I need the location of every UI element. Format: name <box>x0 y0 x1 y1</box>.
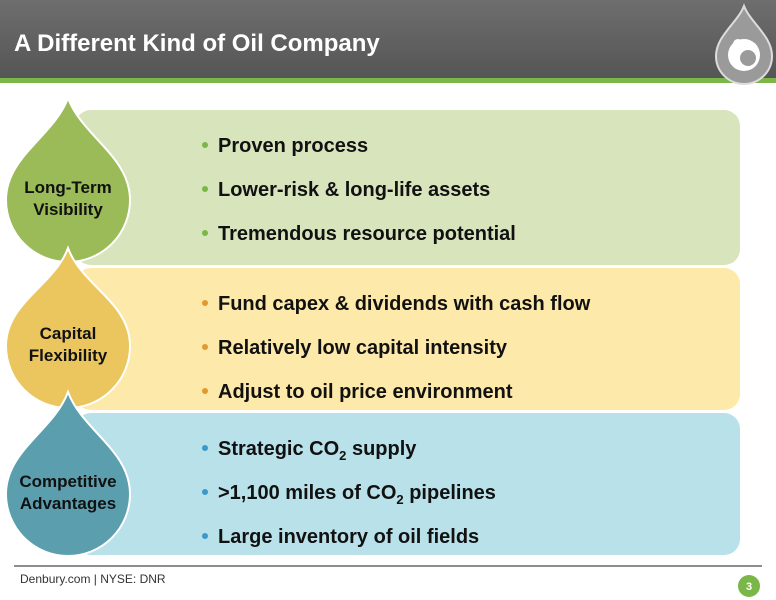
bullet-dot <box>202 186 208 192</box>
bullet-run: Adjust to oil price environment <box>218 381 513 403</box>
logo <box>714 3 774 85</box>
bullet-dot <box>202 445 208 451</box>
page-badge <box>738 575 760 597</box>
page-number: 3 <box>746 581 752 593</box>
section-panel <box>75 268 740 410</box>
header-accent <box>0 78 776 83</box>
bullet-run: >1,100 miles of CO <box>218 482 396 504</box>
bullet-run: Fund capex & dividends with cash flow <box>218 293 591 315</box>
bullet-text: Fund capex & dividends with cash flow <box>218 293 591 315</box>
bullet-text: >1,100 miles of CO2 pipelines <box>218 482 496 507</box>
bullet-text: Lower-risk & long-life assets <box>218 179 490 201</box>
bullet-run: supply <box>346 438 417 460</box>
slide-title: A Different Kind of Oil Company <box>14 30 380 57</box>
section-label: Flexibility <box>29 346 108 365</box>
bullet-run: Lower-risk & long-life assets <box>218 179 490 201</box>
section-panel <box>75 110 740 265</box>
bullet-text: Tremendous resource potential <box>218 223 516 245</box>
bullet-dot <box>202 489 208 495</box>
bullet-dot <box>202 300 208 306</box>
bullet-text: Strategic CO2 supply <box>218 438 417 463</box>
section-label: Capital <box>40 324 97 343</box>
bullet-run: Tremendous resource potential <box>218 223 516 245</box>
bullet-dot <box>202 230 208 236</box>
section-drop <box>4 389 132 557</box>
section-panel <box>75 413 740 555</box>
section-label: Visibility <box>33 200 103 219</box>
bullet-run: Strategic CO <box>218 438 339 460</box>
header-bar <box>0 0 776 78</box>
bullet-text: Large inventory of oil fields <box>218 526 479 548</box>
footer-text: Denbury.com | NYSE: DNR <box>20 572 166 586</box>
bullet-text: Adjust to oil price environment <box>218 381 513 403</box>
bullet-subscript: 2 <box>339 448 346 463</box>
bullet-dot <box>202 344 208 350</box>
sections: Long-Term Visibility Proven process Lower-r… <box>4 95 740 557</box>
bullet-dot <box>202 388 208 394</box>
bullet-dot <box>202 142 208 148</box>
bullet-run: Relatively low capital intensity <box>218 337 508 359</box>
bullet-dot <box>202 533 208 539</box>
bullet-text: Relatively low capital intensity <box>218 337 508 359</box>
bullet-subscript: 2 <box>396 492 403 507</box>
bullet-text: Proven process <box>218 135 368 157</box>
bullet-run: pipelines <box>404 482 496 504</box>
bullet-run: Proven process <box>218 135 368 157</box>
section-label: Competitive <box>19 472 116 491</box>
section-label: Long-Term <box>24 178 112 197</box>
bullet-run: Large inventory of oil fields <box>218 526 479 548</box>
section-label: Advantages <box>20 494 116 513</box>
